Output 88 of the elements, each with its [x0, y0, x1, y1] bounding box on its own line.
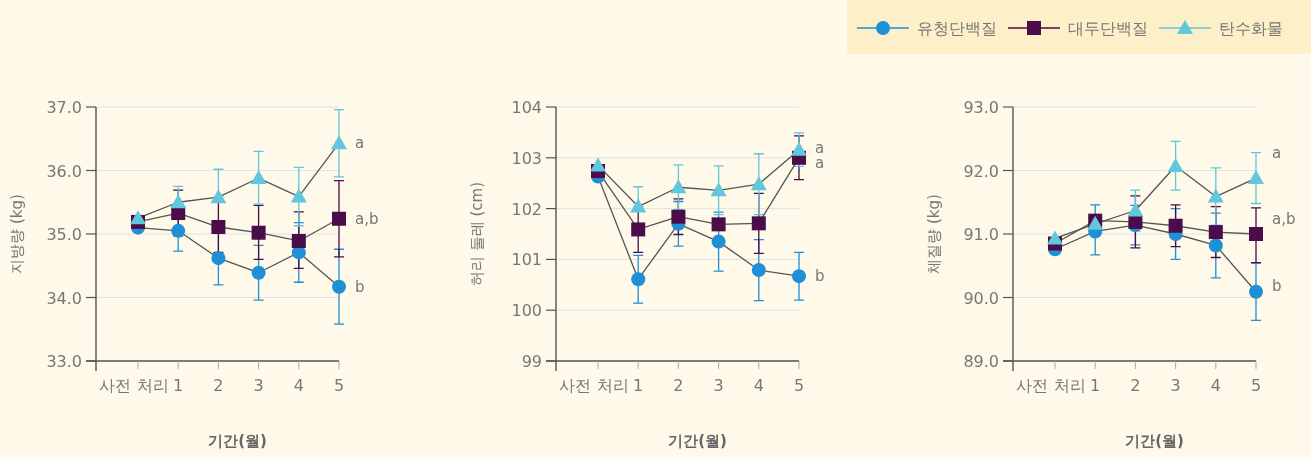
- x-tick-label: 2: [673, 376, 684, 395]
- y-tick-label: 102: [511, 199, 542, 219]
- x-axis-title: 기간(월): [208, 432, 267, 450]
- point: [250, 170, 267, 185]
- y-tick-label: 90.0: [963, 288, 999, 308]
- point: [331, 135, 347, 150]
- point: [1208, 238, 1223, 253]
- y-tick-label: 36.0: [46, 161, 82, 181]
- point: [792, 269, 806, 284]
- annotation: a,b: [1272, 209, 1296, 228]
- point: [751, 263, 766, 278]
- legend-label: 탄수화물: [1219, 19, 1283, 38]
- y-tick-label: 35.0: [46, 225, 82, 244]
- y-tick-label: 103: [511, 148, 542, 168]
- point: [590, 157, 606, 172]
- x-tick-label: 1: [173, 376, 184, 395]
- point: [251, 225, 266, 240]
- y-tick-label: 33.0: [46, 352, 82, 371]
- y-tick-label: 34.0: [46, 288, 82, 308]
- point: [332, 279, 346, 294]
- point: [251, 265, 266, 280]
- y-tick-label: 101: [511, 250, 542, 270]
- x-tick-label: 사전 처리: [1016, 376, 1086, 395]
- y-axis-title: 허리 둘레 (cm): [468, 181, 486, 287]
- annotation: a: [355, 134, 365, 153]
- x-tick-label: 4: [753, 376, 764, 395]
- point: [631, 222, 646, 237]
- x-tick-label: 5: [1250, 376, 1262, 395]
- point: [1168, 218, 1183, 233]
- point: [291, 233, 306, 248]
- x-tick-label: 사전 처리: [559, 376, 629, 395]
- y-tick-label: 92.0: [963, 161, 999, 181]
- point: [791, 141, 807, 156]
- x-tick-label: 3: [1170, 376, 1181, 395]
- y-tick-label: 91.0: [963, 225, 999, 244]
- point: [1208, 225, 1223, 240]
- y-axis-title: 지방량 (kg): [8, 194, 26, 274]
- point: [631, 272, 646, 287]
- legend-label: 유청단백질: [917, 19, 997, 38]
- y-tick-label: 104: [511, 98, 542, 117]
- point: [1249, 284, 1263, 299]
- x-tick-label: 3: [253, 376, 264, 395]
- x-tick-label: 1: [633, 376, 644, 395]
- x-tick-label: 5: [333, 376, 345, 395]
- point: [670, 179, 687, 194]
- x-axis-title: 기간(월): [1125, 432, 1184, 450]
- point: [332, 211, 346, 226]
- point: [630, 198, 647, 213]
- annotation: b: [1272, 277, 1282, 296]
- legend-label: 대두단백질: [1068, 19, 1148, 38]
- point: [210, 189, 227, 204]
- annotation: b: [355, 277, 365, 296]
- annotation: a,b: [355, 209, 379, 228]
- point: [750, 176, 767, 191]
- x-tick-label: 4: [1210, 376, 1221, 395]
- point: [711, 234, 726, 249]
- point: [671, 209, 686, 224]
- point: [1248, 170, 1264, 185]
- y-tick-label: 93.0: [963, 98, 999, 117]
- y-axis-title: 체질량 (kg): [925, 194, 943, 274]
- annotation: a: [1272, 143, 1282, 162]
- y-tick-label: 99: [521, 352, 542, 371]
- x-tick-label: 5: [793, 376, 805, 395]
- y-tick-label: 89.0: [963, 352, 999, 371]
- point: [1167, 158, 1184, 173]
- x-tick-label: 2: [1130, 376, 1141, 395]
- x-tick-label: 2: [213, 376, 224, 395]
- x-axis-title: 기간(월): [668, 432, 727, 450]
- x-tick-label: 3: [713, 376, 724, 395]
- x-tick-label: 4: [293, 376, 304, 395]
- point: [290, 188, 307, 203]
- point: [1127, 202, 1144, 217]
- point: [171, 223, 186, 238]
- x-tick-label: 사전 처리: [99, 376, 169, 395]
- point: [751, 216, 766, 231]
- point: [170, 194, 187, 209]
- point: [130, 210, 146, 225]
- annotation: b: [815, 267, 825, 286]
- y-tick-label: 37.0: [46, 98, 82, 117]
- point: [211, 251, 226, 266]
- point: [211, 220, 226, 235]
- point: [1207, 188, 1224, 203]
- x-tick-label: 1: [1090, 376, 1101, 395]
- point: [711, 217, 726, 232]
- point: [1047, 230, 1063, 245]
- point: [1249, 227, 1263, 241]
- point: [710, 182, 727, 197]
- y-tick-label: 100: [511, 301, 542, 321]
